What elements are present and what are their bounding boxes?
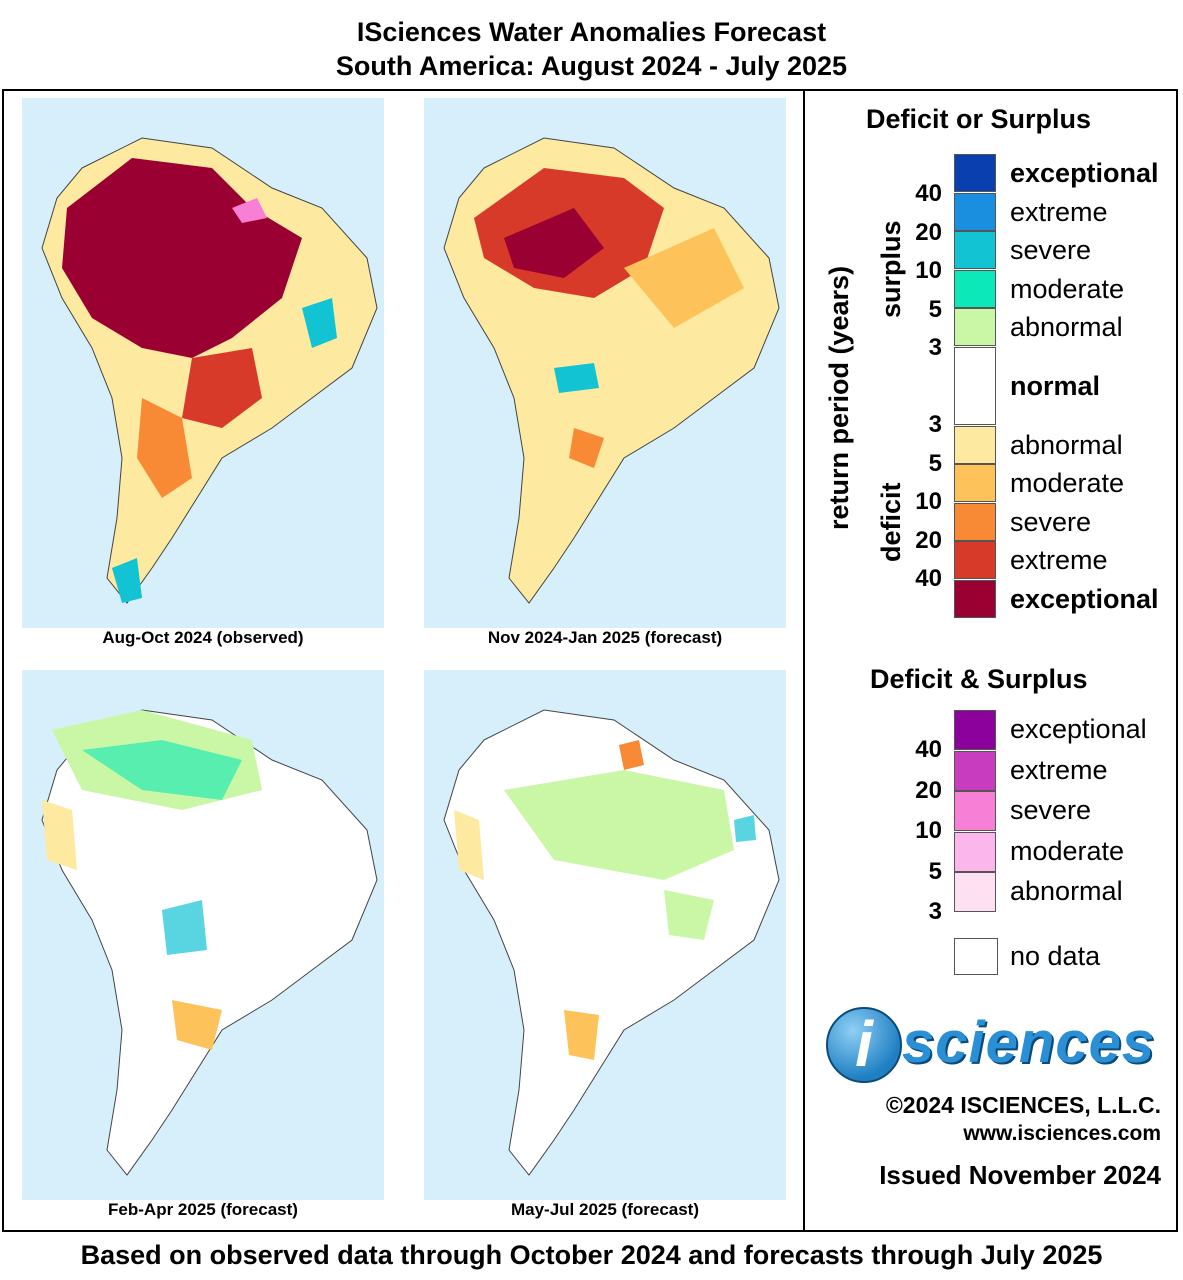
- legend-label-abnormal: abnormal: [1010, 312, 1123, 343]
- legend-swatch-abnormal: [954, 308, 996, 347]
- legend-axis-label: return period (years): [824, 265, 854, 530]
- legend-both-label-severe: severe: [1010, 795, 1092, 825]
- legend-both-label-abnormal: abnormal: [1010, 876, 1123, 906]
- legend-swatch-extreme: [954, 192, 996, 231]
- south-america-map: [443, 709, 780, 1176]
- legend-both-label-exceptional: exceptional: [1010, 714, 1147, 744]
- legend-number: 3: [928, 411, 942, 438]
- legend-both-number: 20: [915, 776, 942, 804]
- legend-both-swatch-moderate: [954, 831, 996, 872]
- panel-caption: May-Jul 2025 (forecast): [510, 1200, 700, 1219]
- legend-swatch-severe: [954, 231, 996, 270]
- legend-swatch-exceptional: [954, 154, 996, 192]
- legend-number: 10: [915, 488, 942, 516]
- legend-swatch-normal: [954, 347, 996, 425]
- south-america-map: [41, 709, 378, 1176]
- legend-both-number: 5: [928, 857, 942, 885]
- legend-both-label-moderate: moderate: [1010, 835, 1125, 866]
- map-subtitle: South America: August 2024 - July 2025: [335, 51, 848, 81]
- legend-both-swatch-extreme: [954, 750, 996, 791]
- legend-label-abnormal: abnormal: [1010, 429, 1123, 460]
- legend-swatch-extreme: [954, 541, 996, 580]
- panel-caption: Aug-Oct 2024 (observed): [102, 628, 304, 647]
- legend-swatch-abnormal: [954, 425, 996, 464]
- legend-both-swatch-exceptional: [954, 710, 996, 750]
- legend-label-normal: normal: [1010, 371, 1101, 401]
- figure-frame: [2, 89, 1178, 1232]
- legend-label-moderate: moderate: [1010, 273, 1125, 304]
- legend-number: 20: [915, 218, 942, 246]
- legend-both-swatch-severe: [954, 791, 996, 831]
- legend-label-extreme: extreme: [1010, 545, 1108, 576]
- legend-both-number: 40: [915, 736, 942, 763]
- legend-swatch-moderate: [954, 269, 996, 308]
- south-america-map: [443, 137, 780, 604]
- legend-both-swatch-abnormal: [954, 872, 996, 912]
- legend-label-moderate: moderate: [1010, 468, 1125, 499]
- legend-both-number: 3: [928, 898, 942, 925]
- legend-number: 5: [928, 295, 942, 323]
- map-title: ISciences Water Anomalies Forecast: [356, 17, 827, 47]
- website-link[interactable]: www.isciences.com: [963, 1122, 1161, 1145]
- legend-label-exceptional: exceptional: [1010, 584, 1159, 614]
- legend-label-exceptional: exceptional: [1010, 158, 1159, 188]
- south-america-map: [41, 137, 378, 604]
- footer-note: Based on observed data through October 2…: [80, 1240, 1103, 1270]
- legend-number: 40: [915, 565, 942, 593]
- legend-number: 20: [915, 526, 942, 554]
- legend-both-label-extreme: extreme: [1010, 754, 1108, 785]
- legend-number: 10: [915, 257, 942, 285]
- legend-divider: [803, 89, 805, 1232]
- legend-swatch-exceptional: [954, 580, 996, 618]
- legend-number: 3: [928, 334, 942, 362]
- logo-wordmark: sciences: [902, 1010, 1156, 1075]
- legend-swatch-moderate: [954, 464, 996, 503]
- copyright: ©2024 ISCIENCES, L.L.C.: [885, 1092, 1161, 1118]
- legend-label-severe: severe: [1010, 235, 1092, 266]
- legend-swatch-no-data: [954, 938, 998, 975]
- map-panel-feb-apr-2025: [22, 670, 384, 1200]
- map-panel-may-jul-2025: [424, 670, 786, 1200]
- legend-title-deficit-or-surplus: Deficit or Surplus: [866, 104, 1092, 134]
- isciences-logo: i sciences: [826, 1007, 1166, 1085]
- legend-number: 5: [928, 449, 942, 477]
- legend-number: 40: [915, 180, 942, 207]
- map-panel-nov-jan-2025: [424, 98, 786, 628]
- legend-label-no-data: no data: [1010, 941, 1101, 971]
- legend-label-severe: severe: [1010, 506, 1092, 537]
- panel-caption: Nov 2024-Jan 2025 (forecast): [487, 628, 723, 647]
- panel-caption: Feb-Apr 2025 (forecast): [108, 1200, 298, 1219]
- logo-i-icon: i: [826, 1007, 902, 1083]
- issued-date: Issued November 2024: [879, 1160, 1161, 1190]
- legend-both-number: 10: [915, 817, 942, 844]
- legend-title-deficit-and-surplus: Deficit & Surplus: [870, 664, 1088, 694]
- legend-label-extreme: extreme: [1010, 196, 1108, 227]
- legend-swatch-severe: [954, 502, 996, 541]
- map-panel-aug-oct-2024: [22, 98, 384, 628]
